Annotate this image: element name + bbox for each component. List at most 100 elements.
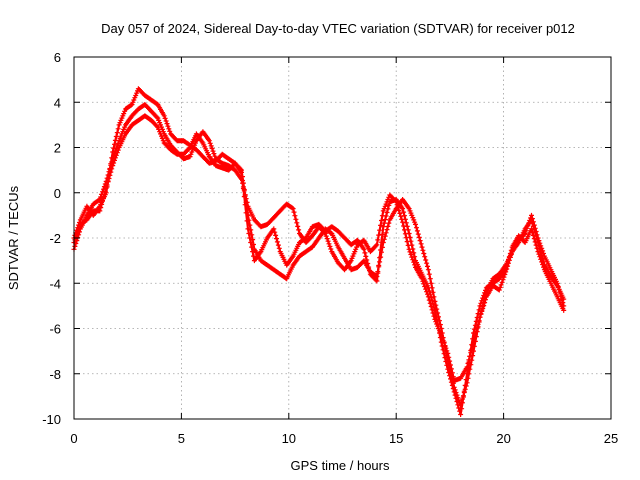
- data-point: [474, 329, 480, 335]
- data-point: [293, 216, 299, 222]
- data-point: [114, 130, 120, 136]
- data-point: [383, 230, 389, 236]
- data-layer: [71, 86, 567, 417]
- data-point: [507, 251, 513, 256]
- data-point: [110, 163, 116, 169]
- data-point: [186, 146, 192, 151]
- data-point: [104, 182, 110, 188]
- data-point: [116, 122, 122, 128]
- data-point: [239, 169, 244, 175]
- data-point: [407, 234, 413, 240]
- data-point: [408, 252, 414, 257]
- data-point: [130, 99, 136, 105]
- data-point: [241, 194, 247, 200]
- data-point: [323, 233, 329, 239]
- data-point: [97, 208, 103, 214]
- data-point: [449, 382, 455, 388]
- data-point: [412, 254, 418, 260]
- data-point: [472, 338, 478, 344]
- data-point: [529, 216, 535, 222]
- data-point: [274, 236, 279, 242]
- data-point: [437, 335, 443, 340]
- data-point: [444, 362, 450, 368]
- x-tick-label: 15: [389, 431, 403, 446]
- data-point: [454, 399, 460, 404]
- data-point: [74, 232, 80, 238]
- series-line: [72, 114, 565, 416]
- data-point: [557, 290, 563, 296]
- data-point: [167, 128, 173, 134]
- data-point: [383, 213, 389, 219]
- data-point: [460, 394, 466, 400]
- data-point: [464, 371, 470, 377]
- x-tick-label: 10: [282, 431, 296, 446]
- data-point: [381, 220, 387, 226]
- data-point: [111, 145, 117, 151]
- series-track-1: [71, 102, 567, 383]
- data-point: [380, 208, 386, 214]
- data-point: [328, 246, 334, 252]
- data-point: [407, 249, 413, 255]
- data-point: [525, 223, 531, 229]
- data-point: [99, 201, 105, 207]
- data-point: [406, 231, 412, 236]
- data-point: [109, 166, 115, 172]
- data-point: [383, 201, 389, 207]
- data-point: [527, 218, 533, 223]
- data-point: [379, 218, 384, 223]
- data-point: [452, 392, 458, 398]
- data-point: [425, 285, 431, 291]
- data-point: [473, 318, 479, 324]
- data-point: [107, 172, 113, 178]
- data-point: [468, 348, 474, 353]
- data-point: [465, 365, 471, 371]
- data-point: [386, 220, 392, 226]
- data-point: [477, 303, 483, 309]
- data-point: [112, 141, 117, 147]
- data-point: [386, 202, 392, 208]
- data-point: [504, 263, 510, 269]
- data-point: [469, 342, 475, 348]
- data-point: [461, 388, 467, 394]
- data-point: [294, 220, 300, 226]
- data-point: [376, 232, 382, 238]
- data-point: [408, 210, 414, 216]
- data-point: [478, 300, 484, 306]
- data-point: [363, 253, 369, 259]
- data-point: [354, 244, 360, 250]
- data-point: [448, 376, 453, 382]
- data-point: [367, 268, 372, 274]
- series-track-2: [71, 86, 567, 408]
- data-point: [450, 386, 456, 392]
- x-tick-label: 25: [604, 431, 618, 446]
- y-tick-label: -10: [42, 412, 61, 427]
- data-point: [120, 129, 126, 135]
- data-point: [445, 366, 451, 372]
- data-point: [77, 224, 82, 230]
- data-point: [103, 185, 109, 191]
- data-point: [402, 213, 407, 219]
- data-point: [112, 137, 118, 143]
- data-point: [206, 138, 212, 144]
- data-point: [430, 301, 436, 307]
- data-point: [207, 140, 213, 146]
- data-point: [327, 243, 333, 249]
- data-point: [349, 255, 355, 261]
- data-point: [521, 231, 527, 237]
- data-point: [505, 260, 511, 266]
- data-point: [530, 232, 536, 238]
- y-tick-label: 0: [54, 186, 61, 201]
- data-point: [97, 197, 103, 202]
- data-point: [272, 229, 278, 235]
- data-point: [378, 247, 384, 253]
- data-point: [375, 237, 381, 243]
- data-point: [453, 395, 459, 401]
- data-point: [76, 227, 82, 233]
- data-point: [166, 126, 172, 132]
- data-point: [121, 126, 127, 132]
- data-point: [432, 307, 438, 313]
- data-point: [374, 242, 380, 248]
- y-tick-label: 4: [54, 95, 61, 110]
- data-point: [531, 222, 537, 228]
- data-point: [426, 288, 432, 294]
